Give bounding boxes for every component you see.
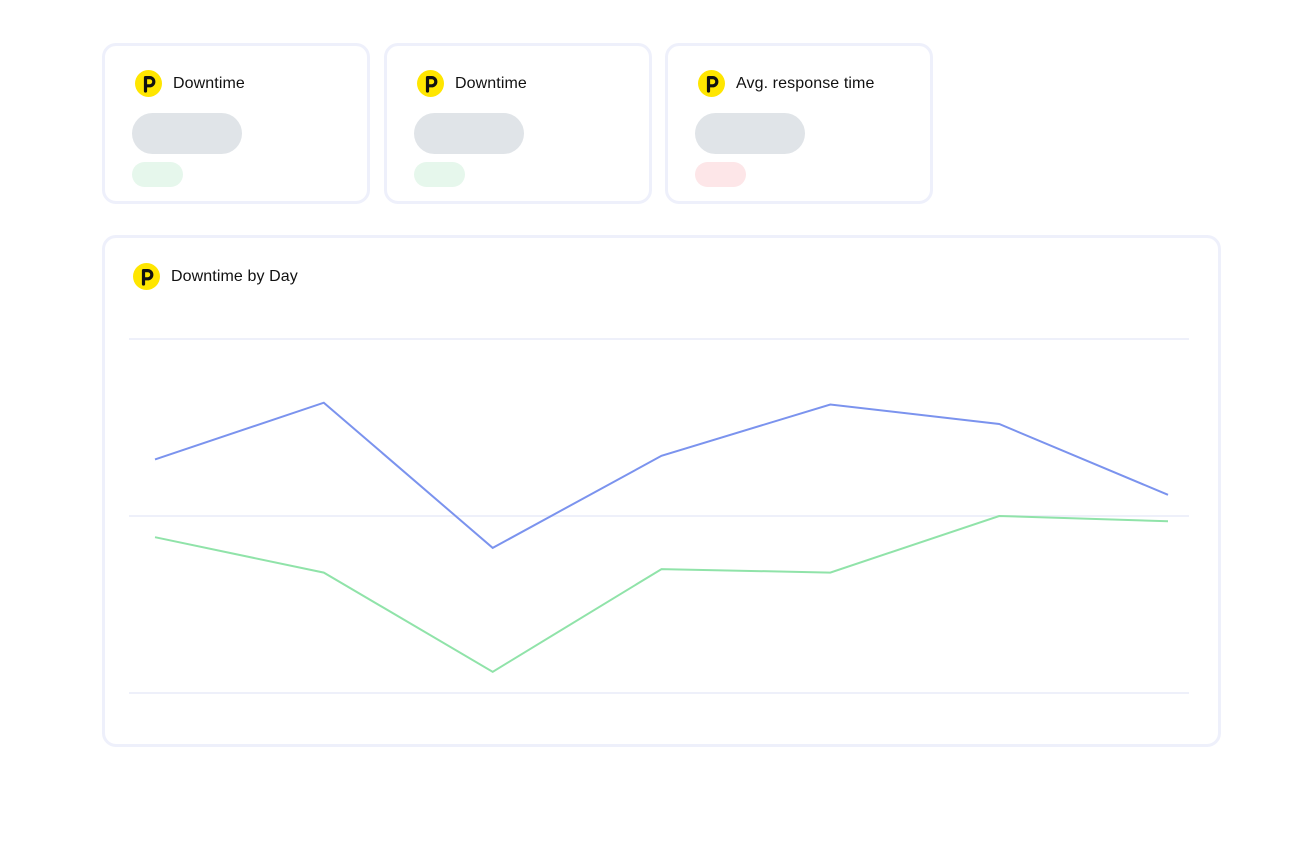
stat-card-avg-response-time: Avg. response time bbox=[665, 43, 933, 204]
value-skeleton bbox=[132, 113, 242, 154]
card-title: Downtime bbox=[173, 74, 245, 92]
delta-skeleton bbox=[132, 162, 183, 187]
value-skeleton bbox=[695, 113, 805, 154]
series-line-1 bbox=[154, 401, 1169, 550]
card-title: Downtime bbox=[455, 74, 527, 92]
delta-skeleton bbox=[414, 162, 465, 187]
card-header: Downtime bbox=[135, 70, 245, 97]
card-title: Avg. response time bbox=[736, 74, 875, 92]
chart-title: Downtime by Day bbox=[171, 267, 298, 285]
card-header: Avg. response time bbox=[698, 70, 874, 97]
logo-icon bbox=[417, 70, 444, 97]
logo-icon bbox=[135, 70, 162, 97]
line-chart bbox=[129, 338, 1189, 694]
logo-icon bbox=[133, 263, 160, 290]
card-header: Downtime bbox=[417, 70, 527, 97]
stat-card-downtime-2: Downtime bbox=[384, 43, 652, 204]
series-line-2 bbox=[154, 514, 1169, 673]
value-skeleton bbox=[414, 113, 524, 154]
chart-card-downtime-by-day: Downtime by Day bbox=[102, 235, 1221, 747]
delta-skeleton bbox=[695, 162, 746, 187]
card-header: Downtime by Day bbox=[133, 263, 298, 290]
logo-icon bbox=[698, 70, 725, 97]
stat-card-downtime: Downtime bbox=[102, 43, 370, 204]
